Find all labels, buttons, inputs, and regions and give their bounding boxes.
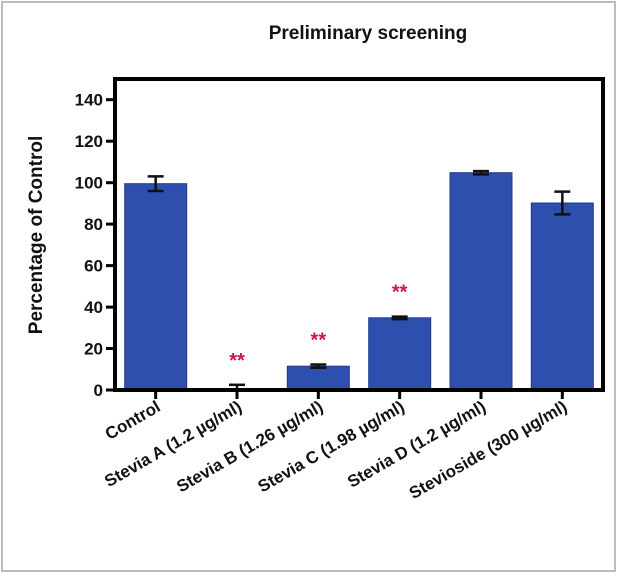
y-tick-label: 60 xyxy=(84,257,103,276)
bar xyxy=(530,202,594,391)
bar xyxy=(449,172,513,391)
bar xyxy=(286,365,350,391)
y-tick-label: 80 xyxy=(84,215,103,234)
significance-marker: ** xyxy=(311,330,327,352)
y-axis-label: Percentage of Control xyxy=(26,136,47,334)
significance-marker: ** xyxy=(229,350,245,372)
chart-title: Preliminary screening xyxy=(269,23,468,44)
figure-border xyxy=(1,1,616,572)
y-tick-label: 0 xyxy=(94,381,103,400)
bar xyxy=(124,183,188,391)
bar xyxy=(368,317,432,391)
significance-marker: ** xyxy=(392,282,408,304)
y-tick-label: 120 xyxy=(75,132,103,151)
y-tick-label: 140 xyxy=(75,91,103,110)
y-tick-label: 40 xyxy=(84,298,103,317)
plot-frame xyxy=(113,77,605,392)
y-tick-label: 100 xyxy=(75,174,103,193)
y-tick-label: 20 xyxy=(84,340,103,359)
